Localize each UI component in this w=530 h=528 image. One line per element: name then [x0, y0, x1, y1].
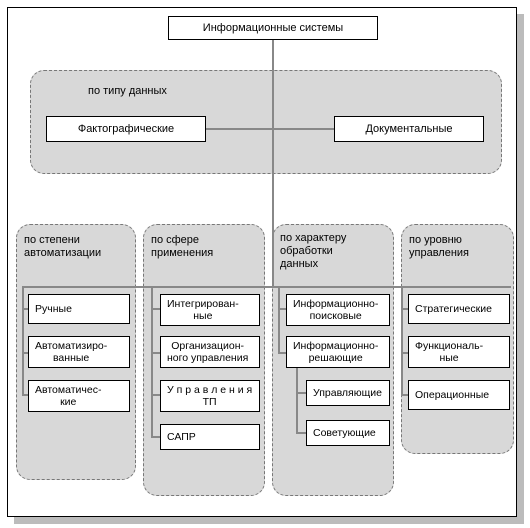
connector — [509, 286, 511, 288]
node: Организацион- ного управления — [160, 336, 260, 368]
node: Информационно- поисковые — [286, 294, 390, 326]
connector — [272, 40, 274, 288]
node: САПР — [160, 424, 260, 450]
connector — [278, 286, 280, 354]
node: Информационно- решающие — [286, 336, 390, 368]
node: Фактографические — [46, 116, 206, 142]
node: У п р а в л е н и я ТП — [160, 380, 260, 412]
node: Автоматичес- кие — [28, 380, 130, 412]
root-node: Информационные системы — [168, 16, 378, 40]
node: Ручные — [28, 294, 130, 324]
panel-title: по сфере применения — [151, 234, 213, 260]
connector — [296, 368, 298, 434]
node: Стратегические — [408, 294, 510, 324]
node: Автоматизиро- ванные — [28, 336, 130, 368]
connector — [22, 286, 511, 288]
panel-title: по характеру обработки данных — [280, 232, 346, 272]
panel-title: по уровню управления — [409, 234, 469, 260]
connector — [22, 286, 24, 396]
node: Операционные — [408, 380, 510, 410]
connector — [401, 286, 403, 396]
node: Функциональ- ные — [408, 336, 510, 368]
node: Советующие — [306, 420, 390, 446]
panel-title: по степени автоматизации — [24, 234, 101, 260]
page: Информационные системы по типу данных Факт… — [0, 0, 530, 528]
node: Документальные — [334, 116, 484, 142]
canvas: Информационные системы по типу данных Факт… — [7, 7, 517, 517]
node: Управляющие — [306, 380, 390, 406]
node: Интегрирован- ные — [160, 294, 260, 326]
panel-title: по типу данных — [88, 85, 167, 98]
